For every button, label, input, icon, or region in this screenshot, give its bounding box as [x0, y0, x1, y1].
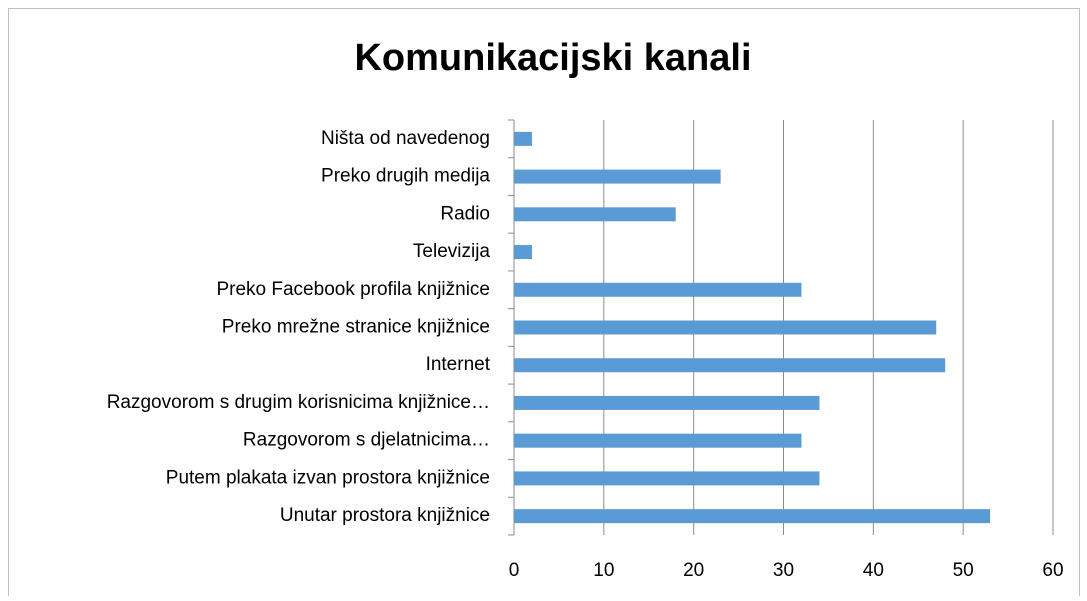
x-tick-label: 10	[593, 560, 614, 581]
bar	[514, 282, 802, 297]
bar	[514, 471, 820, 486]
y-tick-label: Televizija	[413, 241, 491, 262]
y-tick-label: Radio	[440, 203, 490, 224]
chart-title: Komunikacijski kanali	[354, 37, 751, 79]
bar	[514, 207, 676, 222]
bar	[514, 433, 802, 448]
bar	[514, 509, 991, 524]
bar	[514, 320, 937, 335]
bar	[514, 358, 946, 373]
x-tick-label: 60	[1042, 560, 1063, 581]
x-tick-label: 30	[773, 560, 794, 581]
bar	[514, 131, 532, 146]
y-tick-label: Preko drugih medija	[321, 166, 490, 187]
y-tick-label: Ništa od navedenog	[321, 128, 490, 149]
bar	[514, 245, 532, 260]
x-tick-label: 0	[509, 560, 520, 581]
chart-border	[8, 8, 1080, 599]
y-tick-label: Preko mrežne stranice knjižnice	[222, 317, 490, 338]
x-tick-label: 40	[863, 560, 884, 581]
y-tick-label: Razgovorom s djelatnicima…	[243, 430, 490, 451]
y-tick-label: Unutar prostora knjižnice	[280, 505, 490, 526]
bar	[514, 395, 820, 410]
x-tick-label: 50	[953, 560, 974, 581]
bar	[514, 169, 721, 184]
y-tick-label: Razgovorom s drugim korisnicima knjižnic…	[107, 392, 490, 413]
y-tick-label: Preko Facebook profila knjižnice	[216, 279, 490, 300]
x-tick-label: 20	[683, 560, 704, 581]
y-tick-label: Internet	[426, 354, 491, 375]
y-tick-label: Putem plakata izvan prostora knjižnice	[166, 467, 490, 488]
